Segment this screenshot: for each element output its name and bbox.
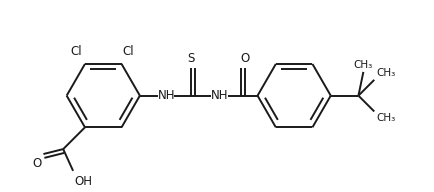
Text: NH: NH [158,89,175,102]
Text: O: O [240,52,249,65]
Text: CH₃: CH₃ [376,68,395,78]
Text: OH: OH [74,175,92,188]
Text: Cl: Cl [122,45,134,58]
Text: CH₃: CH₃ [376,113,395,123]
Text: S: S [187,52,195,65]
Text: CH₃: CH₃ [354,60,373,70]
Text: Cl: Cl [70,45,82,58]
Text: O: O [32,157,41,170]
Text: NH: NH [211,89,229,102]
